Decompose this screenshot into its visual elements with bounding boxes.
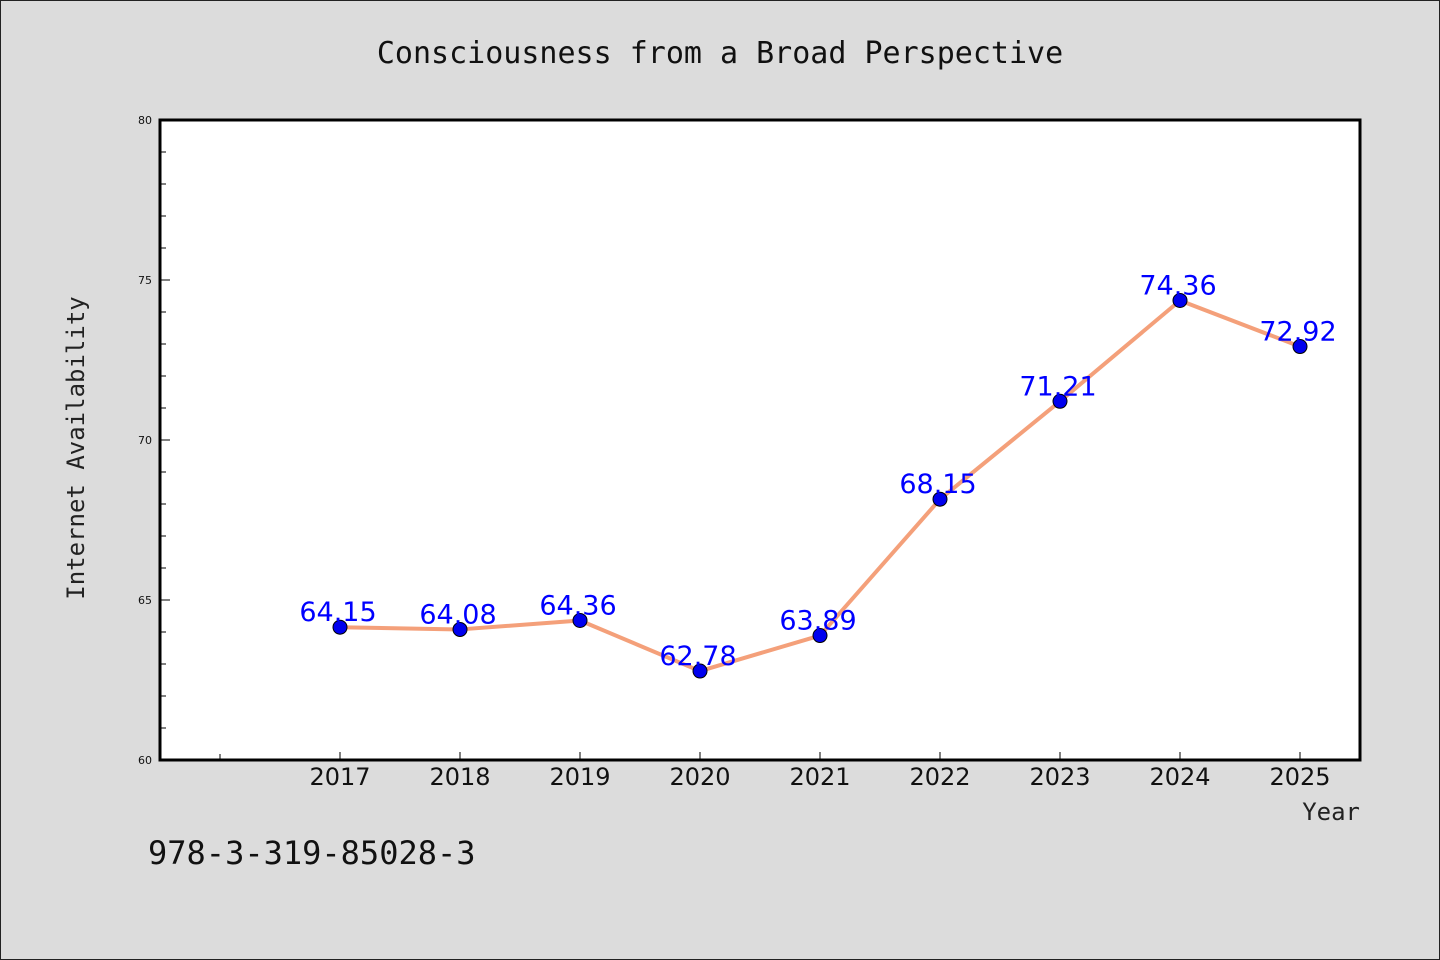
- x-tick-label: 2020: [669, 763, 730, 791]
- x-tick-label: 2017: [309, 763, 370, 791]
- data-label: 64.08: [419, 599, 496, 630]
- data-point: [572, 612, 588, 628]
- data-label: 64.36: [539, 590, 616, 621]
- data-label: 62.78: [659, 641, 736, 672]
- data-point: [1052, 393, 1068, 409]
- data-label: 64.15: [299, 597, 376, 628]
- data-point: [452, 621, 468, 637]
- data-point: [1292, 339, 1308, 355]
- data-point: [332, 619, 348, 635]
- data-point: [812, 628, 828, 644]
- data-label: 72.92: [1259, 317, 1336, 348]
- y-tick-label: 75: [138, 274, 152, 287]
- isbn-code: 978-3-319-85028-3: [148, 834, 476, 872]
- data-point: [932, 491, 948, 507]
- series: 64.15 64.08 64.36 62.78 63.89 68.15 71.21 74.36…: [299, 270, 1337, 679]
- data-label: 63.89: [779, 606, 856, 637]
- x-tick-label: 2021: [789, 763, 850, 791]
- y-tick-label: 60: [138, 754, 152, 767]
- data-point: [1172, 292, 1188, 308]
- x-axis-ticks: 2017 2018 2019 2020 2021 2022 2023 2024 2025: [219, 752, 1331, 791]
- x-tick-label: 2022: [909, 763, 970, 791]
- x-tick-label: 2018: [429, 763, 490, 791]
- y-tick-label: 65: [138, 594, 152, 607]
- y-axis-label: Internet Availability: [62, 296, 90, 599]
- x-tick-label: 2019: [549, 763, 610, 791]
- x-tick-label: 2024: [1149, 763, 1210, 791]
- data-label: 68.15: [899, 469, 976, 500]
- y-tick-label: 70: [138, 434, 152, 447]
- y-axis-ticks: 60 65 70 75 80: [138, 114, 170, 767]
- x-axis-label: Year: [1302, 798, 1360, 826]
- plot-area: [158, 118, 1362, 762]
- chart-title: Consciousness from a Broad Perspective: [377, 36, 1063, 71]
- data-label: 74.36: [1139, 270, 1216, 301]
- y-tick-label: 80: [138, 114, 152, 127]
- x-tick-label: 2023: [1029, 763, 1090, 791]
- x-tick-label: 2025: [1269, 763, 1330, 791]
- data-point: [692, 663, 708, 679]
- data-label: 71.21: [1019, 371, 1096, 402]
